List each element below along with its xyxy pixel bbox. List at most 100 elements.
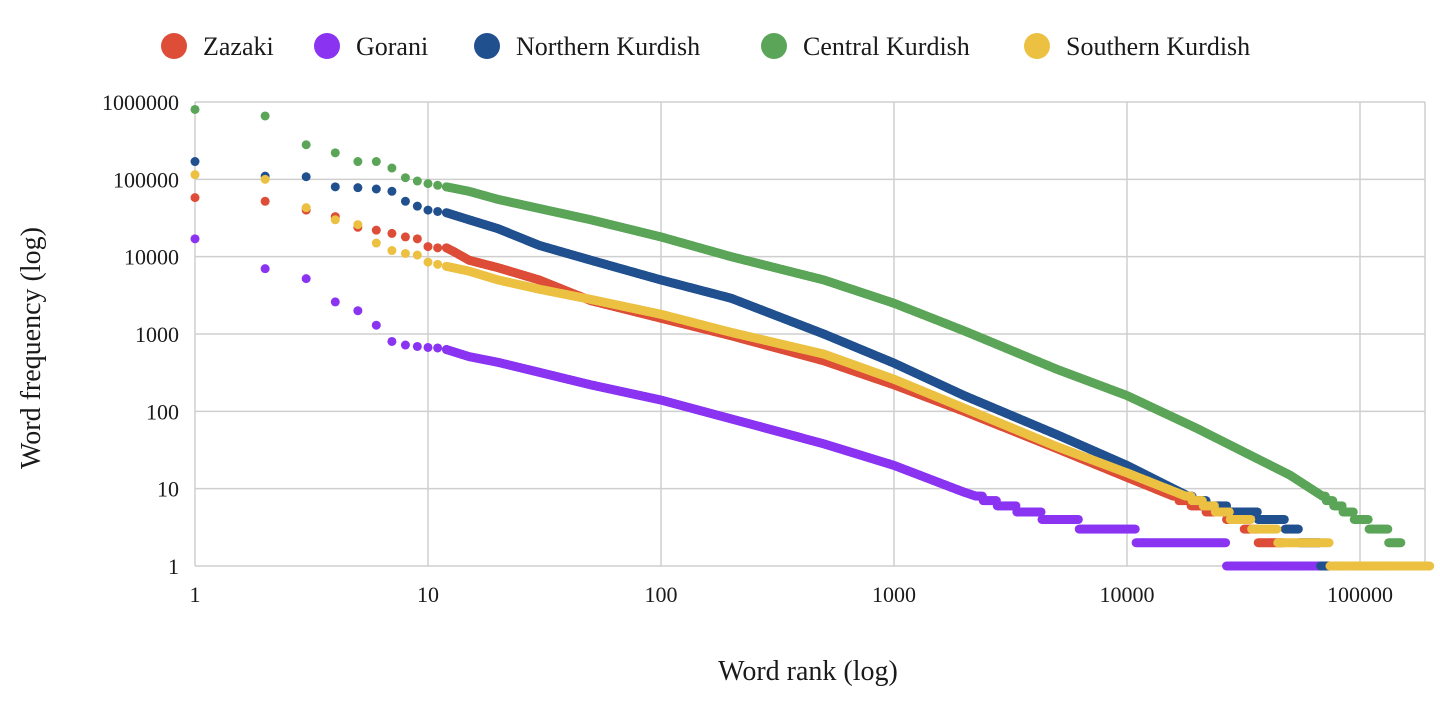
legend-label: Zazaki xyxy=(203,32,274,61)
data-point xyxy=(260,196,270,206)
data-point xyxy=(1073,514,1083,524)
data-point xyxy=(412,341,422,351)
legend-marker xyxy=(161,33,187,59)
legend-item: Gorani xyxy=(314,32,428,61)
data-point xyxy=(1383,524,1393,534)
data-point xyxy=(301,140,311,150)
y-tick-label: 1 xyxy=(168,554,179,579)
grid xyxy=(194,101,1426,567)
data-point xyxy=(400,232,410,242)
data-point xyxy=(400,196,410,206)
series-points xyxy=(190,104,1406,548)
y-tick-label: 100 xyxy=(146,399,179,424)
data-point xyxy=(371,320,381,330)
data-point xyxy=(330,148,340,158)
data-point xyxy=(433,180,443,190)
data-point xyxy=(330,215,340,225)
legend-item: Central Kurdish xyxy=(761,32,970,61)
y-tick-label: 10 xyxy=(157,477,179,502)
series-points xyxy=(190,193,1313,571)
data-point xyxy=(1279,514,1289,524)
data-point xyxy=(301,203,311,213)
data-point xyxy=(1221,538,1231,548)
legend-label: Central Kurdish xyxy=(803,32,970,61)
data-point xyxy=(260,174,270,184)
data-point xyxy=(412,176,422,186)
y-tick-label: 100000 xyxy=(113,167,179,192)
data-point xyxy=(190,234,200,244)
x-tick-label: 1000 xyxy=(872,582,916,607)
data-point xyxy=(371,184,381,194)
legend-label: Northern Kurdish xyxy=(516,32,700,61)
data-point xyxy=(1396,538,1406,548)
series-points xyxy=(190,170,1435,571)
y-axis-ticks: 1 10 100 1000 10000 100000 1000000 xyxy=(102,90,179,579)
legend-marker xyxy=(474,33,500,59)
data-point xyxy=(260,264,270,274)
legend-item: Northern Kurdish xyxy=(474,32,700,61)
data-point xyxy=(1363,514,1373,524)
legend-marker xyxy=(1024,33,1050,59)
data-point xyxy=(371,225,381,235)
x-tick-label: 10000 xyxy=(1100,582,1155,607)
data-point xyxy=(433,206,443,216)
data-point xyxy=(387,228,397,238)
data-point xyxy=(260,111,270,121)
data-point xyxy=(330,182,340,192)
data-point xyxy=(371,157,381,167)
data-point xyxy=(371,238,381,248)
data-point xyxy=(1252,507,1262,517)
data-point xyxy=(190,170,200,180)
data-point xyxy=(400,248,410,258)
data-point xyxy=(433,343,443,353)
data-point xyxy=(1246,514,1256,524)
x-tick-label: 100 xyxy=(645,582,678,607)
data-point xyxy=(190,104,200,114)
legend-label: Southern Kurdish xyxy=(1066,32,1250,61)
x-tick-label: 100000 xyxy=(1327,582,1393,607)
data-point xyxy=(387,246,397,256)
data-point xyxy=(330,297,340,307)
legend-item: Zazaki xyxy=(161,32,274,61)
data-point xyxy=(412,250,422,260)
data-point xyxy=(353,157,363,167)
data-point xyxy=(433,243,443,253)
y-tick-label: 1000000 xyxy=(102,90,179,115)
series-points xyxy=(190,234,1383,571)
data-point xyxy=(423,342,433,352)
data-point xyxy=(423,179,433,189)
data-point xyxy=(423,242,433,252)
data-point xyxy=(387,336,397,346)
legend: Zazaki Gorani Northern Kurdish Central Kurd… xyxy=(161,32,1250,61)
data-point xyxy=(387,163,397,173)
y-tick-label: 1000 xyxy=(135,322,179,347)
legend-marker xyxy=(314,33,340,59)
data-point xyxy=(1130,524,1140,534)
y-tick-label: 10000 xyxy=(124,245,179,270)
legend-marker xyxy=(761,33,787,59)
data-point xyxy=(1348,507,1358,517)
data-point xyxy=(1036,507,1046,517)
data-point xyxy=(412,201,422,211)
data-point xyxy=(301,274,311,284)
data-point xyxy=(400,340,410,350)
data-point xyxy=(433,259,443,269)
data-point xyxy=(353,183,363,193)
data-point xyxy=(1224,507,1234,517)
data-point xyxy=(1272,524,1282,534)
data-point xyxy=(190,193,200,203)
legend-label: Gorani xyxy=(356,32,428,61)
x-tick-label: 10 xyxy=(417,582,439,607)
data-points xyxy=(190,104,1435,571)
data-point xyxy=(1293,524,1303,534)
data-point xyxy=(387,186,397,196)
x-axis-ticks: 1 10 100 1000 10000 100000 xyxy=(190,582,1394,607)
legend-item: Southern Kurdish xyxy=(1024,32,1250,61)
data-point xyxy=(190,157,200,167)
data-point xyxy=(400,173,410,183)
data-point xyxy=(412,234,422,244)
data-point xyxy=(353,306,363,316)
data-point xyxy=(423,205,433,215)
data-point xyxy=(301,172,311,182)
